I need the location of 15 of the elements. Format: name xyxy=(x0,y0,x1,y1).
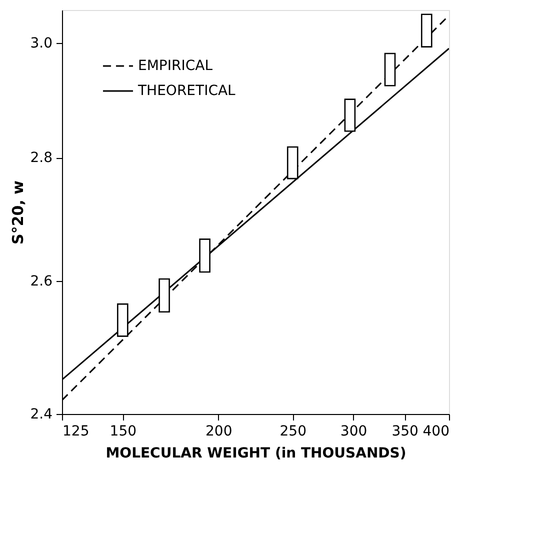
x-tick-label: 200 xyxy=(206,424,232,440)
y-tick-label: 2.6 xyxy=(30,273,53,290)
x-tick-label: 300 xyxy=(340,424,368,440)
y-tick-label: 3.0 xyxy=(30,35,52,52)
legend-label: THEORETICAL xyxy=(137,83,236,99)
x-tick-label: 150 xyxy=(110,424,137,440)
x-axis-title: MOLECULAR WEIGHT (in THOUSANDS) xyxy=(106,446,406,462)
legend-label: EMPIRICAL xyxy=(138,58,213,74)
y-tick-label: 2.4 xyxy=(30,406,53,422)
x-tick-label: 400 xyxy=(422,424,450,440)
x-tick-label: 250 xyxy=(280,424,306,440)
y-tick-label: 2.8 xyxy=(30,150,52,166)
y-axis-title: S°20, w xyxy=(9,180,28,244)
x-tick-label: 125 xyxy=(62,424,90,440)
x-tick-label: 350 xyxy=(392,424,418,440)
